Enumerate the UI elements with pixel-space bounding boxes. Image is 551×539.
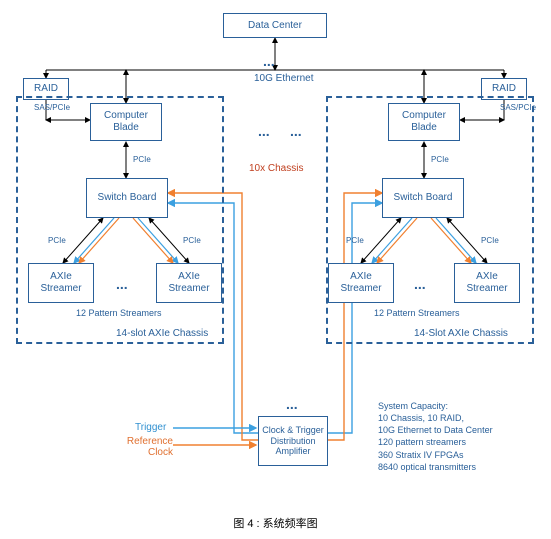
chassis-r-label: 14-Slot AXIe Chassis [414,328,508,339]
syscap-5: 8640 optical transmitters [378,461,493,473]
dots-top: ... [263,53,275,69]
pattern-r: 12 Pattern Streamers [374,308,460,318]
tenx-label: 10x Chassis [249,163,303,174]
computer-blade-left-label: Computer Blade [93,110,159,134]
pcie-r2: PCIe [346,236,364,245]
pattern-l: 12 Pattern Streamers [76,308,162,318]
sas-left: SAS/PCIe [34,103,70,112]
dots-bottom: ... [286,396,298,412]
pcie-r1: PCIe [431,155,449,164]
axie-r1: AXIe Streamer [328,263,394,303]
raid-right-label: RAID [492,83,516,95]
raid-left-label: RAID [34,83,58,95]
dots-axie-l: ... [116,276,128,292]
axie-r1-label: AXIe Streamer [331,271,391,295]
syscap-0: System Capacity: [378,400,493,412]
axie-l1: AXIe Streamer [28,263,94,303]
computer-blade-left: Computer Blade [90,103,162,141]
data-center-label: Data Center [248,20,302,32]
trigger-label: Trigger [135,422,166,433]
data-center-box: Data Center [223,13,327,38]
computer-blade-right: Computer Blade [388,103,460,141]
dots-mid1b: ... [290,123,302,139]
ethernet-label: 10G Ethernet [254,73,313,84]
switch-left: Switch Board [86,178,168,218]
clock-trigger-label: Clock & Trigger Distribution Amplifier [261,425,325,457]
dots-axie-r: ... [414,276,426,292]
figure-caption: 图 4 : 系统频率图 [8,515,543,531]
pcie-r3: PCIe [481,236,499,245]
pcie-l1: PCIe [133,155,151,164]
diagram-canvas: Data Center RAID RAID Computer Blade Com… [8,8,543,511]
axie-l1-label: AXIe Streamer [31,271,91,295]
refclk-label: Reference Clock [121,436,173,458]
system-capacity: System Capacity: 10 Chassis, 10 RAID, 10… [378,400,493,473]
computer-blade-right-label: Computer Blade [391,110,457,134]
axie-r2-label: AXIe Streamer [457,271,517,295]
axie-l2-label: AXIe Streamer [159,271,219,295]
clock-trigger-box: Clock & Trigger Distribution Amplifier [258,416,328,466]
pcie-l3: PCIe [183,236,201,245]
dots-mid1: ... [258,123,270,139]
switch-right: Switch Board [382,178,464,218]
syscap-2: 10G Ethernet to Data Center [378,424,493,436]
axie-r2: AXIe Streamer [454,263,520,303]
switch-right-label: Switch Board [394,192,453,204]
pcie-l2: PCIe [48,236,66,245]
axie-l2: AXIe Streamer [156,263,222,303]
syscap-4: 360 Stratix IV FPGAs [378,449,493,461]
chassis-l-label: 14-slot AXIe Chassis [116,328,208,339]
sas-right: SAS/PCIe [500,103,536,112]
syscap-1: 10 Chassis, 10 RAID, [378,412,493,424]
switch-left-label: Switch Board [98,192,157,204]
syscap-3: 120 pattern streamers [378,436,493,448]
